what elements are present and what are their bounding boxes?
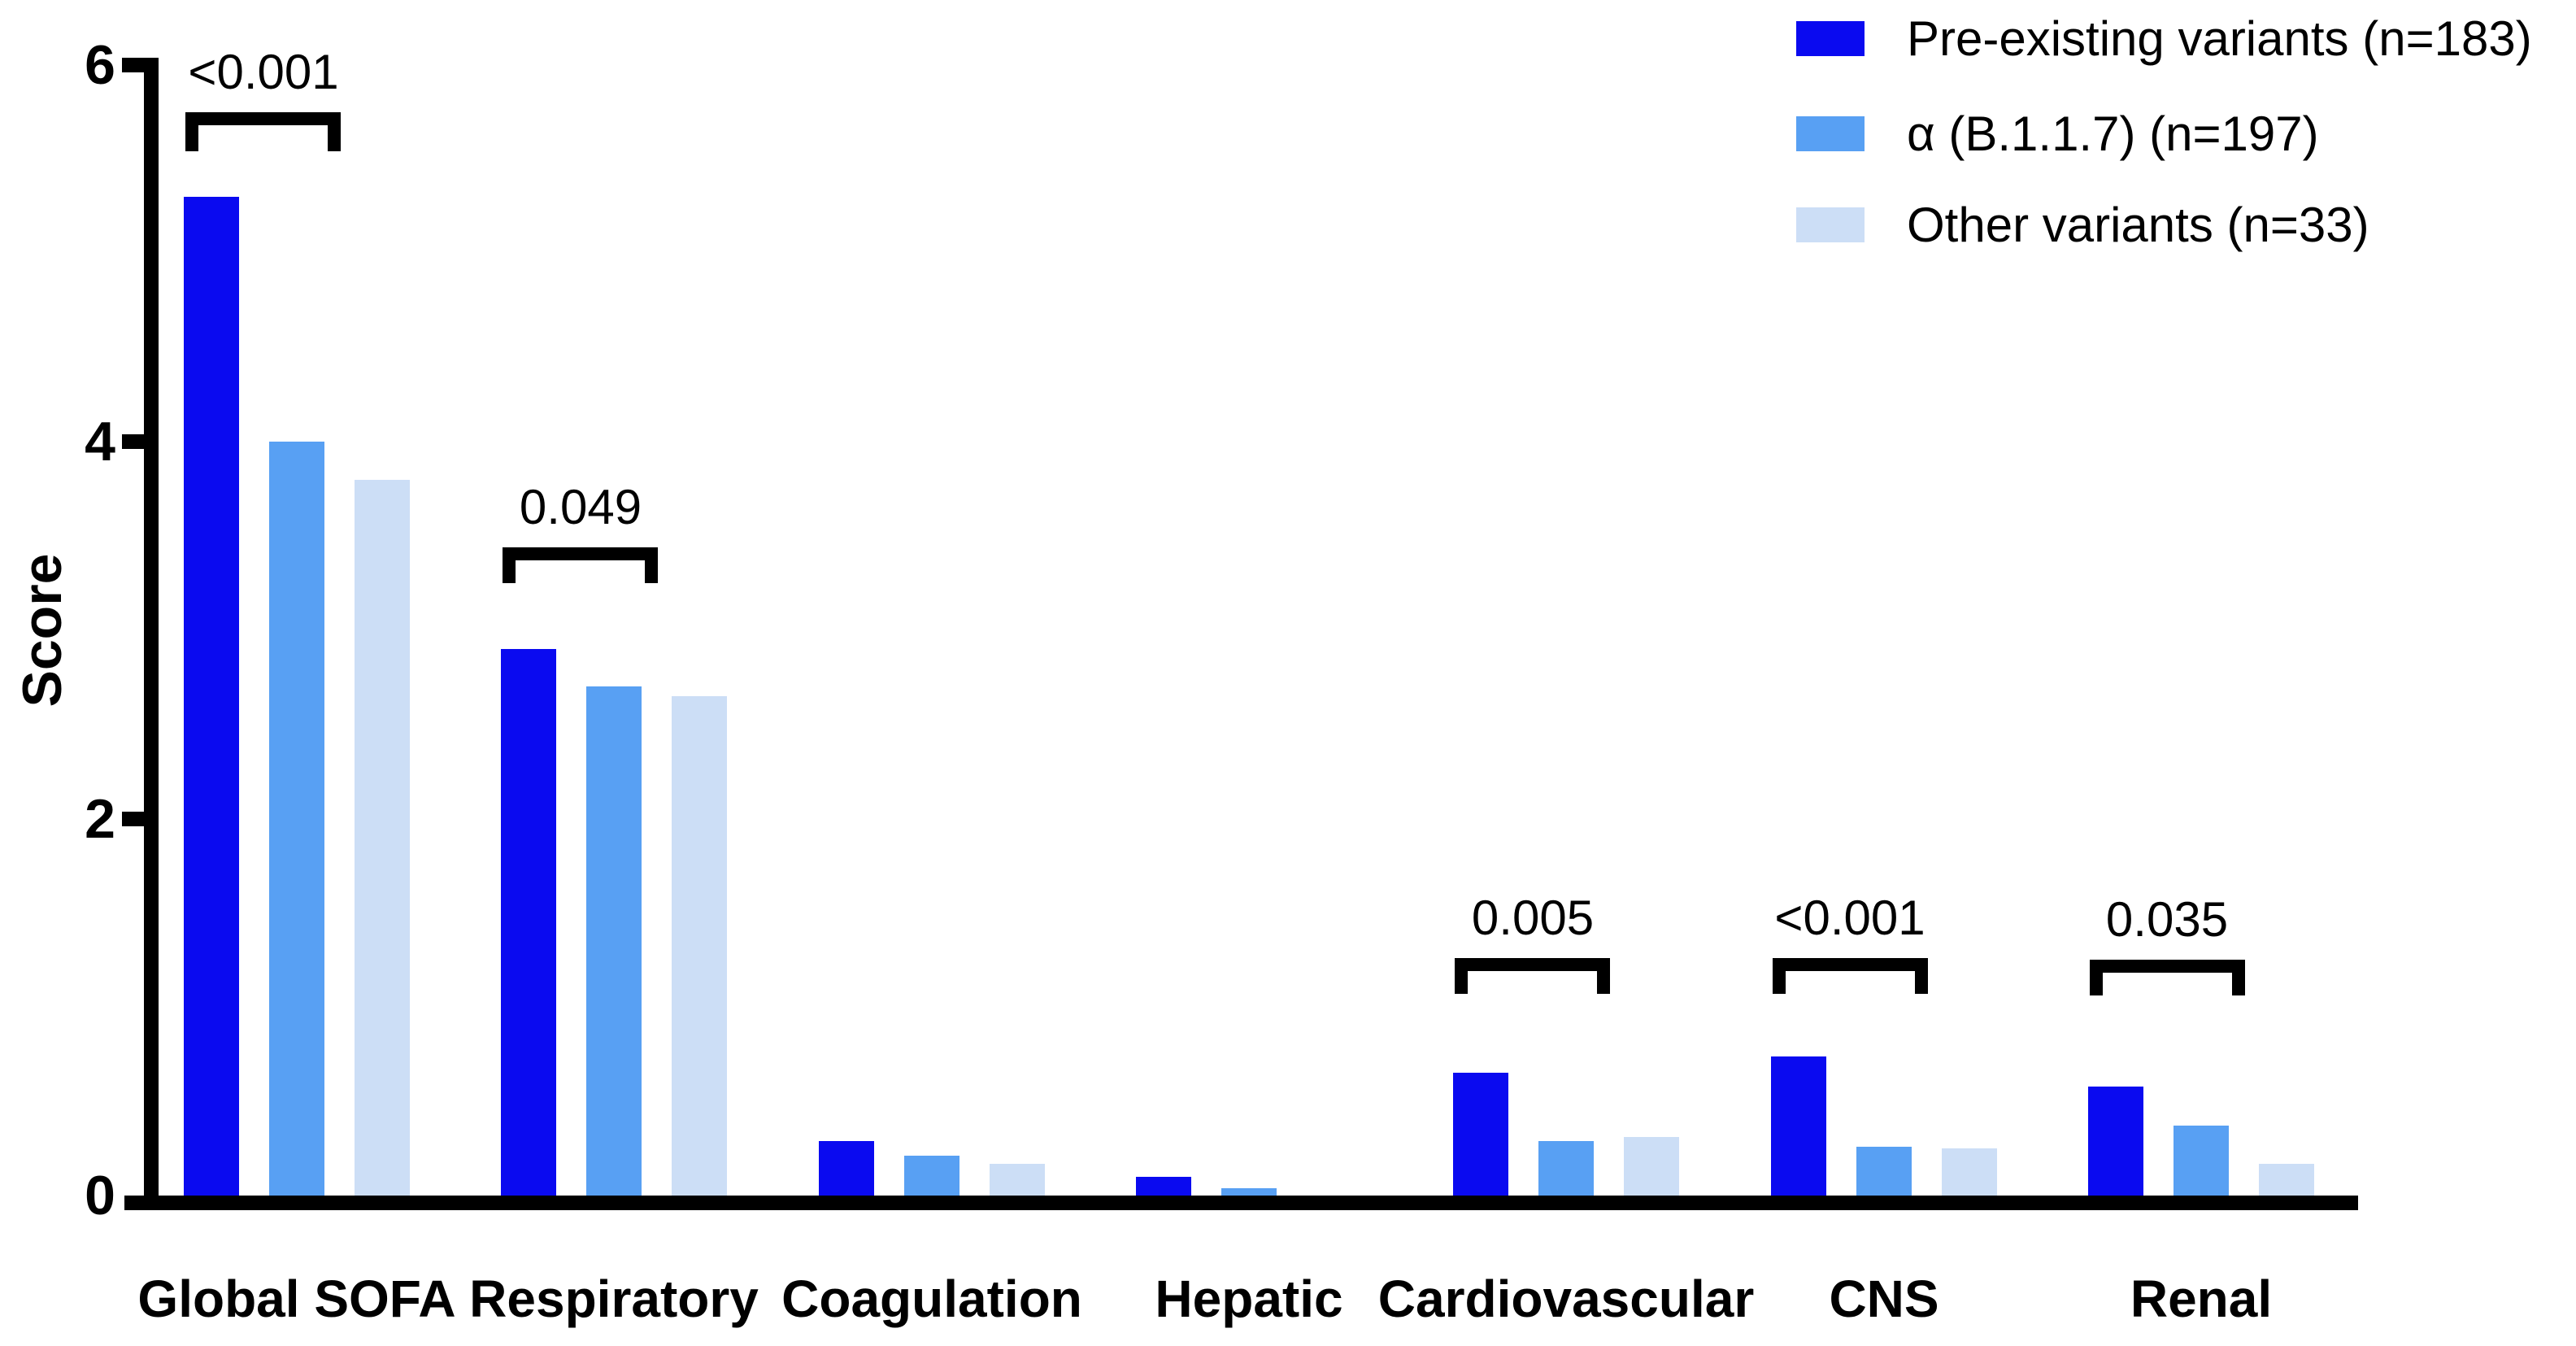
bar [1624, 1137, 1679, 1196]
bar [904, 1156, 959, 1196]
y-axis-title: Score [11, 553, 73, 708]
bar [355, 480, 410, 1196]
bar [1136, 1177, 1191, 1196]
bar [1538, 1141, 1594, 1196]
category-label: Cardiovascular [1377, 1270, 1755, 1328]
category-label: Renal [2130, 1270, 2273, 1328]
bar [1771, 1056, 1826, 1196]
bar [990, 1164, 1045, 1196]
y-tick [122, 58, 159, 72]
bar [1942, 1148, 1997, 1196]
significance-bracket [1455, 958, 1610, 994]
legend-swatch [1796, 116, 1865, 151]
p-value-label: 0.035 [2105, 892, 2229, 947]
legend-label: α (B.1.1.7) (n=197) [1907, 107, 2319, 161]
legend-label: Pre-existing variants (n=183) [1907, 11, 2532, 66]
y-tick-label: 6 [85, 34, 115, 96]
y-tick [122, 434, 159, 449]
category-label: Global SOFA [137, 1270, 456, 1328]
bar [2174, 1126, 2229, 1196]
p-value-label: 0.005 [1471, 891, 1595, 945]
legend-swatch [1796, 207, 1865, 242]
p-value-label: <0.001 [188, 45, 339, 99]
y-tick-label: 0 [85, 1165, 115, 1226]
category-label: Respiratory [469, 1270, 759, 1328]
category-label: CNS [1829, 1270, 1939, 1328]
bar [586, 686, 642, 1196]
x-axis-line [124, 1196, 2358, 1210]
bar [501, 649, 556, 1196]
significance-bracket [2090, 960, 2245, 995]
y-tick-label: 2 [85, 788, 115, 850]
bar [1221, 1188, 1277, 1196]
y-tick-label: 4 [85, 411, 115, 473]
bar [672, 696, 727, 1196]
bar [184, 197, 239, 1196]
p-value-label: 0.049 [519, 480, 642, 534]
y-axis-line [144, 58, 159, 1210]
significance-bracket [503, 547, 658, 583]
legend-swatch [1796, 21, 1865, 56]
bar [1453, 1073, 1508, 1196]
y-tick [122, 812, 159, 826]
legend-label: Other variants (n=33) [1907, 198, 2369, 252]
significance-bracket [185, 112, 341, 151]
category-label: Hepatic [1155, 1270, 1343, 1328]
significance-bracket [1773, 958, 1928, 994]
bar [2088, 1087, 2143, 1196]
p-value-label: <0.001 [1774, 891, 1925, 945]
bar [1856, 1147, 1912, 1196]
bar [2259, 1164, 2314, 1196]
category-label: Coagulation [781, 1270, 1082, 1328]
bar [819, 1141, 874, 1196]
bar [269, 442, 324, 1196]
